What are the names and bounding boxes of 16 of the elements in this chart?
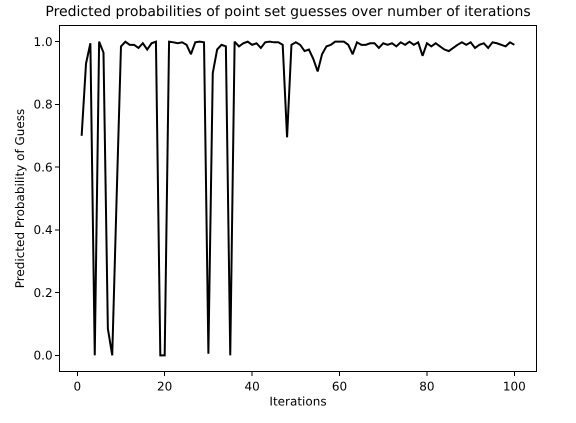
y-tick-label: 0.2 bbox=[34, 286, 53, 300]
line-series bbox=[80, 40, 516, 356]
y-tick-label: 1.0 bbox=[34, 34, 53, 49]
chart-title: Predicted probabilities of point set guesses over number of iterations bbox=[45, 4, 531, 20]
x-tick-label: 0 bbox=[73, 379, 82, 394]
y-tick-label: 0.4 bbox=[34, 223, 53, 238]
x-tick-label: 60 bbox=[332, 379, 348, 394]
y-tick-label: 0.8 bbox=[34, 98, 53, 112]
x-tick-label: 40 bbox=[244, 379, 260, 394]
x-axis-title: Iterations bbox=[269, 394, 327, 408]
y-tick-label: 0.6 bbox=[34, 160, 53, 174]
x-tick-label: 100 bbox=[502, 379, 526, 394]
x-tick-label: 80 bbox=[419, 379, 435, 394]
y-axis-title: Predicted Probability of Guess bbox=[12, 108, 27, 288]
y-tick-label: 0.0 bbox=[34, 348, 53, 363]
x-tick-label: 20 bbox=[157, 379, 172, 394]
